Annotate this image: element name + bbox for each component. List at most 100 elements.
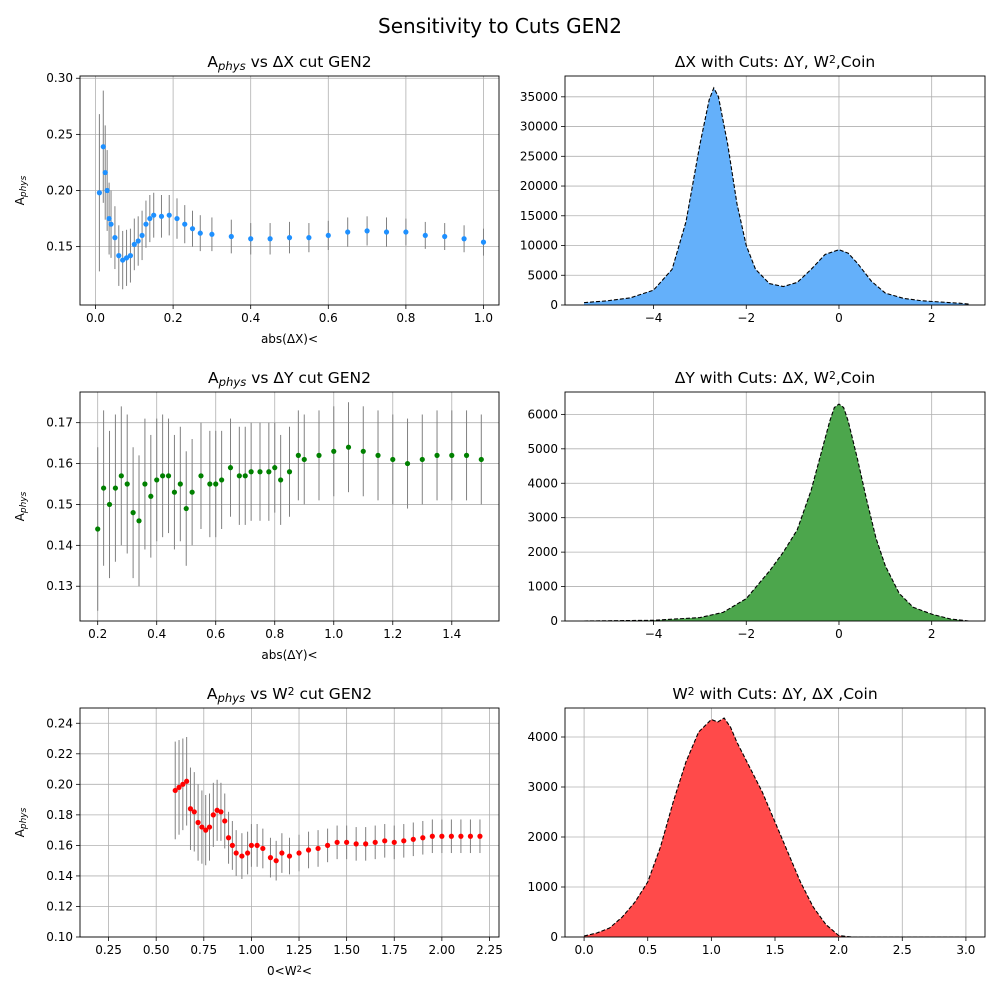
data-point [345, 229, 351, 235]
x-tick-label: 0.50 [143, 943, 170, 957]
data-point [278, 477, 284, 483]
data-point [296, 850, 302, 856]
data-point [210, 812, 216, 818]
data-point [248, 469, 254, 475]
data-point [463, 452, 470, 458]
data-point [239, 853, 245, 859]
x-tick-label: 3.0 [956, 943, 975, 957]
x-tick-label: 1.00 [238, 943, 265, 957]
chart-title: W2 with Cuts: ΔY, ΔX ,Coin [672, 685, 877, 703]
y-tick-label: 0.20 [46, 184, 73, 198]
x-tick-label: 0.4 [241, 311, 260, 325]
y-axis-label: Aphys [13, 807, 29, 837]
data-point [177, 481, 183, 487]
chart-title: Aphys vs ΔY cut GEN2 [208, 369, 371, 389]
data-point [183, 505, 189, 512]
data-point [174, 215, 180, 222]
data-point [182, 221, 188, 227]
x-axis-label: abs(ΔX)< [261, 332, 318, 346]
histogram-outline [584, 403, 969, 621]
histogram-fill [584, 404, 969, 621]
y-tick-label: 2000 [527, 545, 558, 559]
axes-frame [564, 707, 986, 938]
data-point [218, 809, 224, 815]
data-point [375, 452, 381, 458]
data-point [118, 473, 124, 479]
data-point [197, 230, 203, 236]
data-point [410, 836, 416, 842]
data-point [227, 465, 234, 471]
histogram-fill [584, 718, 966, 937]
data-point [419, 456, 425, 463]
data-point [187, 806, 194, 812]
chart-title: ΔX with Cuts: ΔY, W2,Coin [675, 53, 875, 71]
data-point [364, 228, 370, 234]
chart-panel-4: −4 −2 0 2 0 1000 2000 3000 4000 5000 6000 ΔY with C… [527, 369, 986, 641]
axes-frame [79, 75, 500, 306]
x-tick-label: 0.0 [86, 311, 105, 325]
data-point [143, 221, 149, 227]
data-point [248, 236, 254, 242]
x-tick-label: 0.5 [638, 943, 657, 957]
data-point [135, 238, 141, 244]
y-tick-label: 0 [550, 298, 558, 312]
y-tick-label: 0.12 [46, 899, 73, 913]
data-point [467, 833, 474, 839]
data-point [266, 469, 272, 475]
chart-panel-6: 0.0 0.5 1.0 1.5 2.0 2.5 3.0 0 1000 2000 3000 4000 W2… [527, 685, 986, 957]
data-point [448, 833, 454, 839]
data-point [254, 842, 260, 849]
x-tick-label: 1.2 [383, 627, 402, 641]
data-point [213, 481, 219, 487]
y-tick-label: 0.16 [46, 838, 73, 852]
data-point [434, 452, 440, 458]
data-marks [583, 717, 966, 937]
y-tick-label: 2000 [527, 830, 558, 844]
data-point [127, 253, 134, 259]
x-tick-label: −4 [645, 627, 663, 641]
data-point [324, 842, 331, 849]
y-tick-label: 0.22 [46, 747, 73, 761]
data-point [382, 838, 388, 844]
data-point [112, 235, 118, 241]
y-tick-label: 0 [550, 930, 558, 944]
x-tick-label: 0.2 [88, 627, 107, 641]
data-point [106, 215, 112, 222]
axes-frame [564, 75, 986, 306]
data-point [130, 510, 136, 516]
x-tick-label: 1.75 [381, 943, 408, 957]
x-tick-label: 0.25 [95, 943, 122, 957]
chart-panel-5: 0.25 0.50 0.75 1.00 1.25 1.50 1.75 2.00 2.25 0.10… [13, 685, 503, 978]
x-tick-label: 0.0 [575, 943, 594, 957]
data-point [95, 526, 101, 532]
data-point [257, 469, 263, 475]
data-point [139, 232, 145, 239]
data-marks [96, 90, 487, 290]
data-point [209, 231, 215, 237]
data-point [334, 839, 340, 845]
y-tick-label: 6000 [527, 407, 558, 421]
data-point [295, 452, 301, 458]
y-axis-label: Aphys [13, 491, 29, 521]
data-point [195, 819, 201, 826]
y-tick-label: 25000 [520, 149, 558, 163]
y-tick-label: 0.14 [46, 538, 73, 552]
x-tick-label: 2.00 [429, 943, 456, 957]
data-point [353, 841, 359, 847]
y-tick-label: 5000 [527, 442, 558, 456]
data-point [142, 481, 148, 487]
data-point [207, 481, 213, 487]
data-point [477, 833, 483, 839]
data-point [206, 824, 213, 830]
data-point [305, 847, 312, 853]
data-point [344, 839, 350, 845]
data-point [236, 473, 242, 479]
x-tick-label: 2 [928, 627, 936, 641]
x-tick-label: 0.75 [190, 943, 217, 957]
y-axis-label: Aphys [13, 175, 29, 205]
data-point [147, 215, 153, 222]
data-point [420, 835, 426, 841]
data-point [429, 833, 435, 839]
chart-title: ΔY with Cuts: ΔX, W2,Coin [675, 369, 875, 387]
x-tick-label: 1.25 [286, 943, 313, 957]
